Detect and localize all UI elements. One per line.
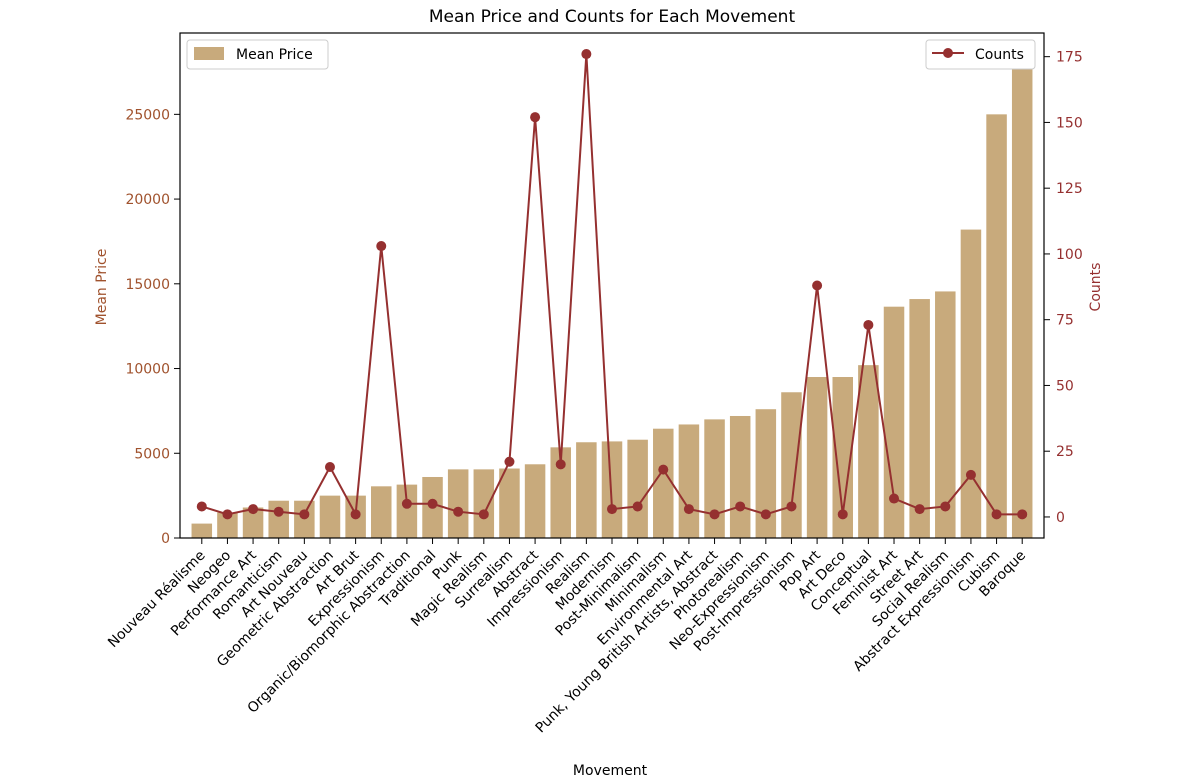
bar-mean-price [1011,49,1033,538]
bar-mean-price [371,486,392,538]
counts-point [709,509,720,520]
bar-mean-price [909,299,930,538]
bar-mean-price [473,469,495,538]
counts-point [453,506,464,517]
counts-point [196,501,207,512]
x-axis-label: Movement [573,763,648,779]
left-y-tick-label: 5000 [134,446,170,462]
counts-point [940,501,951,512]
legend-label-counts: Counts [975,47,1024,63]
counts-point [658,464,669,475]
right-y-tick-label: 100 [1056,247,1083,263]
counts-point [965,469,976,480]
counts-point [837,509,848,520]
right-y-tick-label: 150 [1056,115,1083,131]
y-axis-label-left: Mean Price [94,249,110,326]
bar-mean-price [576,442,597,538]
counts-point [914,504,925,515]
counts-point [863,319,874,330]
bar-mean-price [268,500,289,538]
bar-mean-price [627,439,648,538]
counts-point [683,504,694,515]
counts-point [376,241,387,252]
left-y-axis: 0 5000 10000 15000 20000 25000 [125,107,180,547]
counts-point [350,509,361,520]
chart-title: Mean Price and Counts for Each Movement [429,7,796,27]
bar-mean-price [319,495,341,538]
bar-mean-price [704,419,725,538]
legend-counts: Counts [925,39,1036,70]
bar-mean-price [242,507,264,538]
right-y-tick-label: 0 [1056,510,1065,526]
bar-mean-price [960,229,982,538]
counts-point [324,461,335,472]
right-y-tick-label: 75 [1056,313,1074,329]
right-y-axis: 0 25 50 75 100 125 150 175 [1044,50,1083,526]
bar-mean-price [678,424,700,538]
counts-point [273,506,284,517]
counts-point [222,509,233,520]
right-y-tick-label: 25 [1056,444,1074,460]
bar-mean-price [396,484,418,538]
counts-point [786,501,797,512]
bar-mean-price [806,377,828,538]
left-y-tick-label: 10000 [125,362,170,378]
bar-mean-price [550,447,571,538]
counts-point [607,504,617,515]
legend-mean-price: Mean Price [186,39,329,70]
legend-box [925,39,1036,70]
counts-point [1017,509,1028,520]
left-y-tick-label: 0 [161,531,170,547]
legend-swatch-counts-marker [943,48,953,58]
bar-mean-price [755,409,777,538]
y-axis-label-right: Counts [1088,263,1104,312]
bar-mean-price [294,500,315,538]
counts-point [427,498,438,509]
right-y-tick-label: 175 [1056,50,1083,66]
right-y-tick-label: 125 [1056,181,1083,197]
counts-point [760,509,771,520]
bar-mean-price [729,415,751,538]
left-y-tick-label: 20000 [125,192,170,208]
counts-point [632,501,643,512]
bar-mean-price [217,512,238,538]
counts-point [991,509,1002,520]
bar-mean-price [883,306,905,538]
bar-mean-price [601,441,623,538]
counts-point [530,112,541,123]
bar-mean-price [524,464,546,538]
counts-point [555,459,566,470]
counts-line-layer [196,49,1028,520]
bar-mean-price [499,468,520,538]
bar-mean-price [858,365,879,538]
counts-point [401,498,412,509]
bar-mean-price [935,291,956,538]
bar-mean-price [191,523,213,538]
bars-layer [191,49,1033,538]
counts-point [735,501,746,512]
bar-mean-price [653,428,674,538]
counts-point [478,509,489,520]
counts-point [889,493,900,504]
bar-mean-price [447,469,469,538]
counts-point [812,280,823,291]
left-y-tick-label: 15000 [125,277,170,293]
counts-point [581,49,592,60]
bar-mean-price [832,377,853,538]
bar-mean-price [781,392,802,538]
bar-mean-price [986,114,1007,538]
counts-point [248,504,259,515]
counts-point [299,509,310,520]
right-y-tick-label: 50 [1056,378,1074,394]
counts-point [504,456,515,467]
legend-swatch-mean-price [194,47,224,60]
legend-label-mean-price: Mean Price [236,47,313,63]
left-y-tick-label: 25000 [125,107,170,123]
